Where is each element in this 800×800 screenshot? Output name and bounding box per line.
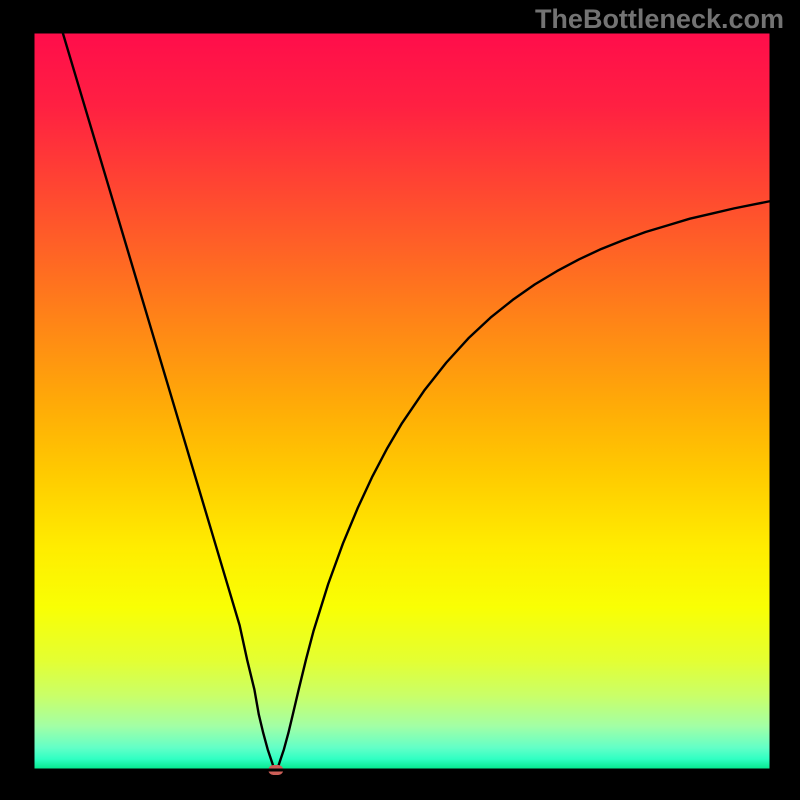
bottleneck-chart (0, 0, 800, 800)
watermark-text: TheBottleneck.com (535, 4, 784, 35)
plot-gradient-background (33, 32, 771, 770)
